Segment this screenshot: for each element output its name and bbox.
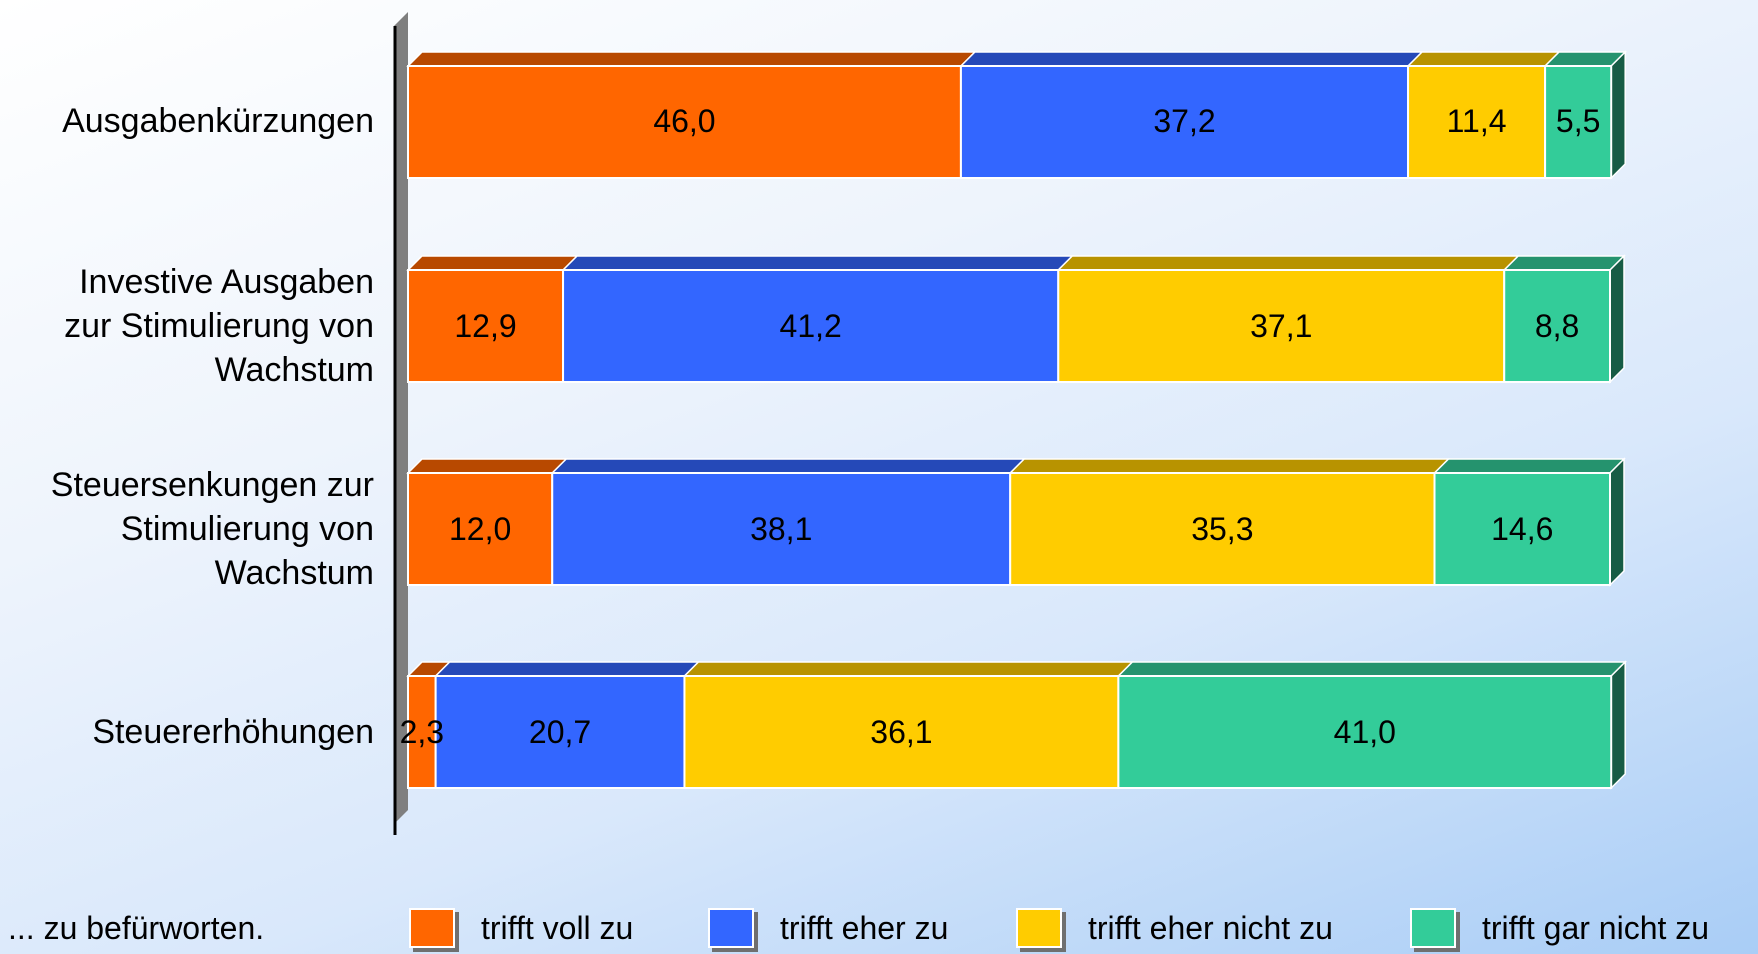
- bar-top-4-row-3: [1432, 458, 1626, 474]
- bar-top-2-row-4: [433, 661, 701, 677]
- data-label: 12,9: [454, 308, 516, 344]
- bar-top-4-row-2: [1502, 255, 1626, 271]
- bar-trifft-gar-nicht-zu-row-2: [1503, 269, 1611, 383]
- bar-trifft-eher-zu-row-3: [551, 472, 1012, 586]
- data-label: 36,1: [870, 714, 932, 750]
- bar-top-1-row-3: [406, 458, 569, 474]
- data-label: 12,0: [449, 511, 511, 547]
- category-label: Investive Ausgaben zur Stimulierung von …: [64, 263, 374, 389]
- legend-label: trifft eher nicht zu: [1088, 909, 1333, 946]
- data-label: 37,1: [1250, 308, 1312, 344]
- bar-trifft-voll-zu-row-1: [407, 65, 962, 179]
- data-label: 41,0: [1334, 714, 1396, 750]
- legend-swatch: [409, 908, 455, 948]
- bar-top-1-row-2: [406, 255, 579, 271]
- bar-trifft-voll-zu-row-2: [407, 269, 565, 383]
- bar-trifft-gar-nicht-zu-row-1: [1544, 65, 1613, 179]
- bar-top-3-row-4: [682, 661, 1135, 677]
- legend-swatch: [1016, 908, 1062, 948]
- bar-side-row-4: [1610, 660, 1626, 790]
- bar-trifft-eher-zu-row-1: [959, 65, 1410, 179]
- bar-top-3-row-1: [1406, 51, 1561, 67]
- axis-wall: [394, 12, 408, 824]
- legend-item: trifft voll zu: [409, 908, 633, 948]
- data-label: 35,3: [1191, 511, 1253, 547]
- bar-trifft-gar-nicht-zu-row-3: [1433, 472, 1612, 586]
- data-label: 14,6: [1491, 511, 1553, 547]
- bar-side-row-2: [1609, 254, 1625, 384]
- legend-swatch: [708, 908, 754, 948]
- category-label: Ausgabenkürzungen: [62, 102, 374, 140]
- data-label: 46,0: [653, 103, 715, 139]
- data-label: 38,1: [750, 511, 812, 547]
- data-label: 8,8: [1535, 308, 1579, 344]
- data-label: 37,2: [1153, 103, 1215, 139]
- bar-top-2-row-2: [561, 255, 1075, 271]
- bar-side-row-3: [1609, 457, 1625, 587]
- data-label: 20,7: [529, 714, 591, 750]
- category-label: Steuererhöhungen: [92, 713, 374, 751]
- bar-trifft-gar-nicht-zu-row-4: [1117, 675, 1613, 789]
- category-label: Steuersenkungen zur Stimulierung von Wac…: [50, 466, 374, 592]
- bar-top-2-row-1: [959, 51, 1424, 67]
- data-label: 41,2: [780, 308, 842, 344]
- legend-label: trifft eher zu: [780, 909, 949, 946]
- bar-top-1-row-1: [406, 51, 977, 67]
- bar-top-2-row-3: [550, 458, 1027, 474]
- bar-trifft-eher-zu-row-2: [562, 269, 1060, 383]
- legend-swatch: [1410, 908, 1456, 948]
- data-label: 2,3: [400, 714, 444, 750]
- bar-side-row-1: [1610, 50, 1626, 180]
- bar-trifft-eher-nicht-zu-row-2: [1057, 269, 1506, 383]
- legend-item: trifft eher zu: [708, 908, 948, 948]
- footnote: ... zu befürworten.: [8, 910, 265, 946]
- data-label: 11,4: [1447, 103, 1507, 139]
- bar-top-3-row-2: [1056, 255, 1521, 271]
- bar-trifft-voll-zu-row-4: [407, 675, 437, 789]
- bar-trifft-voll-zu-row-3: [407, 472, 554, 586]
- bar-trifft-eher-zu-row-4: [434, 675, 686, 789]
- bar-trifft-eher-nicht-zu-row-4: [683, 675, 1120, 789]
- data-label: 5,5: [1556, 103, 1600, 139]
- bar-trifft-eher-nicht-zu-row-1: [1407, 65, 1547, 179]
- legend-item: trifft eher nicht zu: [1016, 908, 1333, 948]
- legend-item: trifft gar nicht zu: [1410, 908, 1709, 948]
- bar-top-4-row-4: [1116, 661, 1628, 677]
- legend-label: trifft voll zu: [481, 909, 634, 946]
- bar-top-3-row-3: [1008, 458, 1451, 474]
- bar-trifft-eher-nicht-zu-row-3: [1009, 472, 1436, 586]
- legend-label: trifft gar nicht zu: [1482, 909, 1710, 946]
